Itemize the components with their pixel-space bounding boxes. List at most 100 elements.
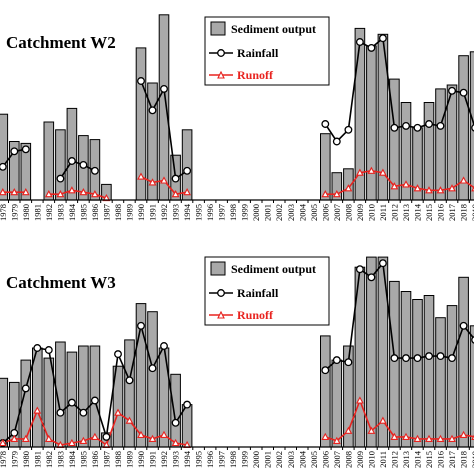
x-tick-label: 1987 [101,451,111,468]
x-tick-label: 2013 [401,204,411,221]
sediment-bar [0,377,9,448]
x-tick-label: 1993 [171,204,181,221]
x-tick-label: 1981 [32,451,42,468]
rainfall-point [459,321,468,330]
legend-marker-rainfall [217,289,225,297]
runoff-point [367,426,376,434]
sediment-bar [412,299,423,448]
rainfall-point [448,354,456,363]
rainfall-point [378,259,387,268]
runoff-point [390,432,399,440]
x-tick-label: 2016 [436,451,446,468]
rainfall-point [436,121,445,130]
legend-marker-rainfall [217,49,225,57]
x-tick-label: 2012 [389,451,399,468]
rainfall-point [355,38,364,46]
sediment-bar [124,339,135,448]
chart-panel-w3: Catchment W3 1978 1979 1980 1981 1982 1983 198… [0,256,474,468]
x-tick-label: 2010 [366,451,376,468]
x-tick-label: 1978 [0,451,8,468]
rainfall-point [56,408,65,417]
sediment-bar [32,347,43,448]
runoff-point [79,436,88,444]
runoff-point [148,178,157,186]
sediment-bar [446,305,458,448]
legend-swatch-sediment [210,21,226,36]
sediment-bar [43,121,55,201]
rainfall-point [413,123,422,132]
x-tick-label: 1995 [194,204,204,221]
runoff-point [355,396,364,404]
x-tick-label: 1995 [194,451,204,468]
x-tick-label: 1991 [148,451,158,468]
sediment-bar [78,345,89,448]
rainfall-point [171,418,180,427]
rainfall-point [321,366,330,375]
rainfall-point [114,350,122,359]
rainfall-point [402,354,410,363]
legend-label-rainfall: Rainfall [237,46,279,60]
rainfall-point [390,123,399,132]
rainfall-point [10,147,19,156]
runoff-point [160,176,168,184]
sediment-bar [458,276,469,448]
rainfall-point [160,342,168,350]
x-tick-label: 1991 [148,204,158,221]
x-tick-label: 1988 [113,451,123,468]
rainfall-point [160,84,168,93]
x-tick-label: 1992 [159,204,169,221]
x-tick-label: 1999 [240,451,250,468]
rainfall-point [471,124,474,132]
runoff-point [436,434,445,442]
runoff-point [79,188,88,196]
x-tick-label: 2013 [401,451,411,468]
x-tick-label: 1988 [113,204,123,221]
x-tick-label: 2014 [413,450,423,468]
rainfall-point [355,265,364,274]
runoff-point [171,438,180,447]
runoff-point [425,186,433,194]
x-tick-label: 2007 [332,204,342,221]
runoff-point [402,432,410,440]
x-tick-label: 2008 [343,204,353,221]
x-tick-label: 1985 [78,451,88,468]
x-tick-label: 2018 [459,204,469,221]
x-tick-label: 1985 [78,204,88,221]
rainfall-point [148,364,157,373]
x-tick-label: 1994 [182,450,192,468]
sediment-bar [147,311,158,448]
x-tick-label: 1980 [21,204,31,221]
runoff-point [378,416,387,424]
runoff-point [137,430,145,438]
sediment-bar [400,291,412,448]
rainfall-point [171,174,180,183]
x-tick-label: 1996 [205,451,215,468]
runoff-point [21,188,30,196]
runoff-point [390,182,399,190]
runoff-point [344,184,353,192]
x-tick-label: 2015 [424,451,434,468]
rainfall-point [0,162,7,171]
sediment-bar [158,14,170,201]
runoff-point [44,190,53,198]
x-tick-label: 2017 [447,204,457,221]
x-tick-label: 2002 [274,204,284,221]
sediment-bar [170,373,181,448]
runoff-point [425,434,433,442]
rainfall-point [471,336,474,344]
rainfall-point [21,145,30,154]
rainfall-point [332,137,341,146]
legend-box [204,16,330,86]
runoff-point [459,176,468,184]
chart-title: Catchment W3 [6,273,116,292]
rainfall-point [344,358,353,367]
rainfall-point [459,88,468,97]
x-tick-label: 1998 [228,204,238,221]
x-tick-label: 2003 [286,451,296,468]
x-tick-label: 1998 [228,451,238,468]
x-tick-label: 2005 [309,204,319,221]
x-tick-label: 2003 [286,204,296,221]
runoff-point [413,434,422,442]
sediment-bar [366,256,377,448]
runoff-point [183,188,192,196]
